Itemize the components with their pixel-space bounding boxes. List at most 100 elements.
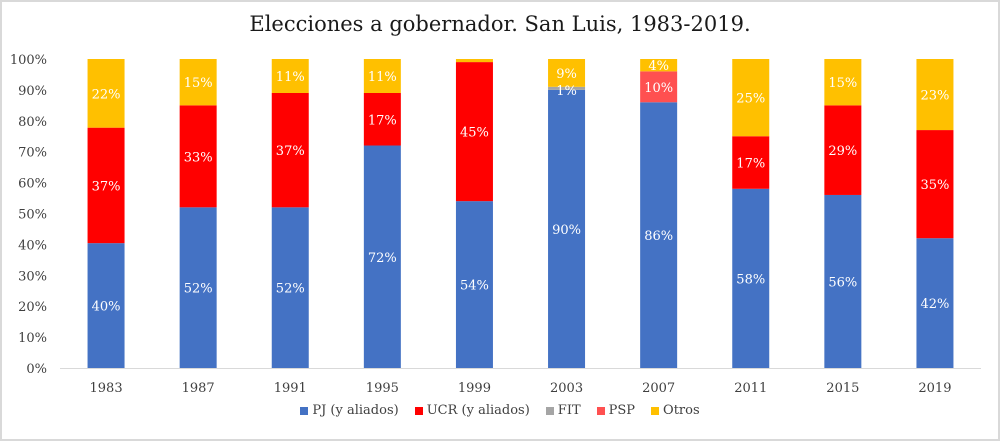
data-label: 42% (920, 297, 949, 312)
bar-segment-psp-2007 (640, 71, 678, 103)
legend-item: Otros (651, 403, 700, 418)
legend-label: FIT (557, 403, 581, 418)
legend-label: Otros (663, 403, 700, 418)
y-tick-label: 0% (26, 362, 47, 377)
data-label: 15% (828, 76, 857, 91)
data-label: 33% (184, 150, 213, 165)
y-axis: 0% 10% 20% 30% 40% 50% 60% 70% 80% 90% 100% (10, 53, 47, 377)
data-label: 56% (828, 275, 857, 290)
x-tick-label: 1987 (182, 381, 215, 396)
data-label: 86% (644, 229, 673, 244)
legend-item: PSP (596, 403, 636, 418)
bar-segment-ucr-1987 (179, 105, 217, 208)
bar-segment-pj-2011 (732, 188, 770, 368)
bar-segment-otros-2019 (916, 59, 954, 131)
x-tick-label: 2011 (734, 381, 767, 396)
data-label: 17% (736, 157, 765, 172)
y-tick-label: 40% (18, 238, 47, 253)
y-tick-label: 80% (18, 115, 47, 130)
bar-segment-pj-1987 (179, 207, 217, 368)
data-label: 9% (556, 67, 577, 82)
data-label: 17% (368, 113, 397, 128)
data-label: 52% (184, 282, 213, 297)
data-label: 72% (368, 251, 397, 266)
bar-segment-ucr-2011 (732, 136, 770, 189)
bar-segment-otros-2015 (824, 59, 862, 106)
bar-segment-ucr-1999 (455, 62, 493, 202)
data-label: 37% (92, 179, 121, 194)
bar-segment-otros-2007 (640, 59, 678, 72)
data-label: 37% (276, 144, 305, 159)
legend-label: PJ (y aliados) (312, 403, 399, 418)
x-tick-label: 2019 (918, 381, 951, 396)
data-label: 4% (648, 59, 669, 74)
data-label: 22% (92, 87, 121, 102)
data-label: 52% (276, 282, 305, 297)
bar-segment-pj-1999 (455, 201, 493, 368)
bar-segment-ucr-1995 (363, 92, 401, 146)
bar-segment-pj-1995 (363, 145, 401, 368)
data-label: 25% (736, 92, 765, 107)
bar-segment-otros-1983 (87, 59, 125, 128)
legend-swatch (414, 406, 423, 415)
data-labels: 40% 37% 22% 52% 33% 15% 52% 37% 11% 72% 17% 11% 54% 4… (92, 59, 950, 314)
data-label: 23% (920, 89, 949, 104)
y-tick-label: 20% (18, 300, 47, 315)
legend-item: UCR (y aliados) (414, 403, 530, 418)
bar-segment-otros-2003 (548, 59, 586, 87)
data-label: 45% (460, 126, 489, 141)
y-tick-label: 10% (18, 331, 47, 346)
bars (87, 59, 954, 369)
legend-swatch (596, 406, 605, 415)
data-label: 11% (368, 70, 397, 85)
data-label: 11% (276, 70, 305, 85)
x-tick-label: 1999 (458, 381, 491, 396)
bar-segment-otros-2011 (732, 59, 770, 137)
legend-label: PSP (608, 403, 636, 418)
bar-segment-otros-1987 (179, 59, 217, 106)
legend-item: FIT (545, 403, 581, 418)
bar-segment-otros-1999 (455, 59, 493, 63)
y-tick-label: 70% (18, 146, 47, 161)
data-label: 54% (460, 279, 489, 294)
x-axis: 1983 1987 1991 1995 1999 2003 2007 2011 2015 2019 (90, 381, 952, 396)
data-label: 40% (92, 300, 121, 315)
bar-segment-ucr-2015 (824, 105, 862, 195)
x-tick-label: 2015 (826, 381, 859, 396)
data-label: 29% (828, 144, 857, 159)
x-tick-label: 1991 (274, 381, 307, 396)
bar-segment-pj-2007 (640, 102, 678, 368)
data-label: 1% (556, 84, 577, 99)
data-label: 58% (736, 272, 765, 287)
bar-segment-pj-2003 (548, 89, 586, 369)
legend-swatch (300, 406, 309, 415)
legend: PJ (y aliados) UCR (y aliados) FIT PSP Otros (0, 403, 1000, 418)
y-tick-label: 60% (18, 177, 47, 192)
bar-segment-pj-1991 (271, 207, 309, 368)
bar-segment-pj-2015 (824, 194, 862, 368)
x-tick-label: 2003 (550, 381, 583, 396)
bar-segment-pj-1983 (87, 243, 125, 368)
legend-label: UCR (y aliados) (426, 403, 530, 418)
data-label: 90% (552, 223, 581, 238)
x-tick-label: 1983 (90, 381, 123, 396)
legend-swatch (651, 406, 660, 415)
chart-title: Elecciones a gobernador. San Luis, 1983-… (249, 12, 751, 36)
y-tick-label: 100% (10, 53, 47, 68)
bar-segment-fit-2003 (548, 86, 586, 90)
x-tick-label: 1995 (366, 381, 399, 396)
y-tick-label: 50% (18, 208, 47, 223)
data-label: 35% (920, 178, 949, 193)
y-tick-label: 90% (18, 84, 47, 99)
bar-segment-otros-1991 (271, 59, 309, 93)
data-label: 15% (184, 76, 213, 91)
data-label: 10% (644, 81, 673, 96)
legend-item: PJ (y aliados) (300, 403, 399, 418)
bar-segment-ucr-2019 (916, 130, 954, 239)
x-tick-label: 2007 (642, 381, 675, 396)
bar-segment-ucr-1983 (87, 127, 125, 244)
y-tick-label: 30% (18, 269, 47, 284)
bar-segment-ucr-1991 (271, 92, 309, 208)
bar-segment-pj-2019 (916, 238, 954, 368)
